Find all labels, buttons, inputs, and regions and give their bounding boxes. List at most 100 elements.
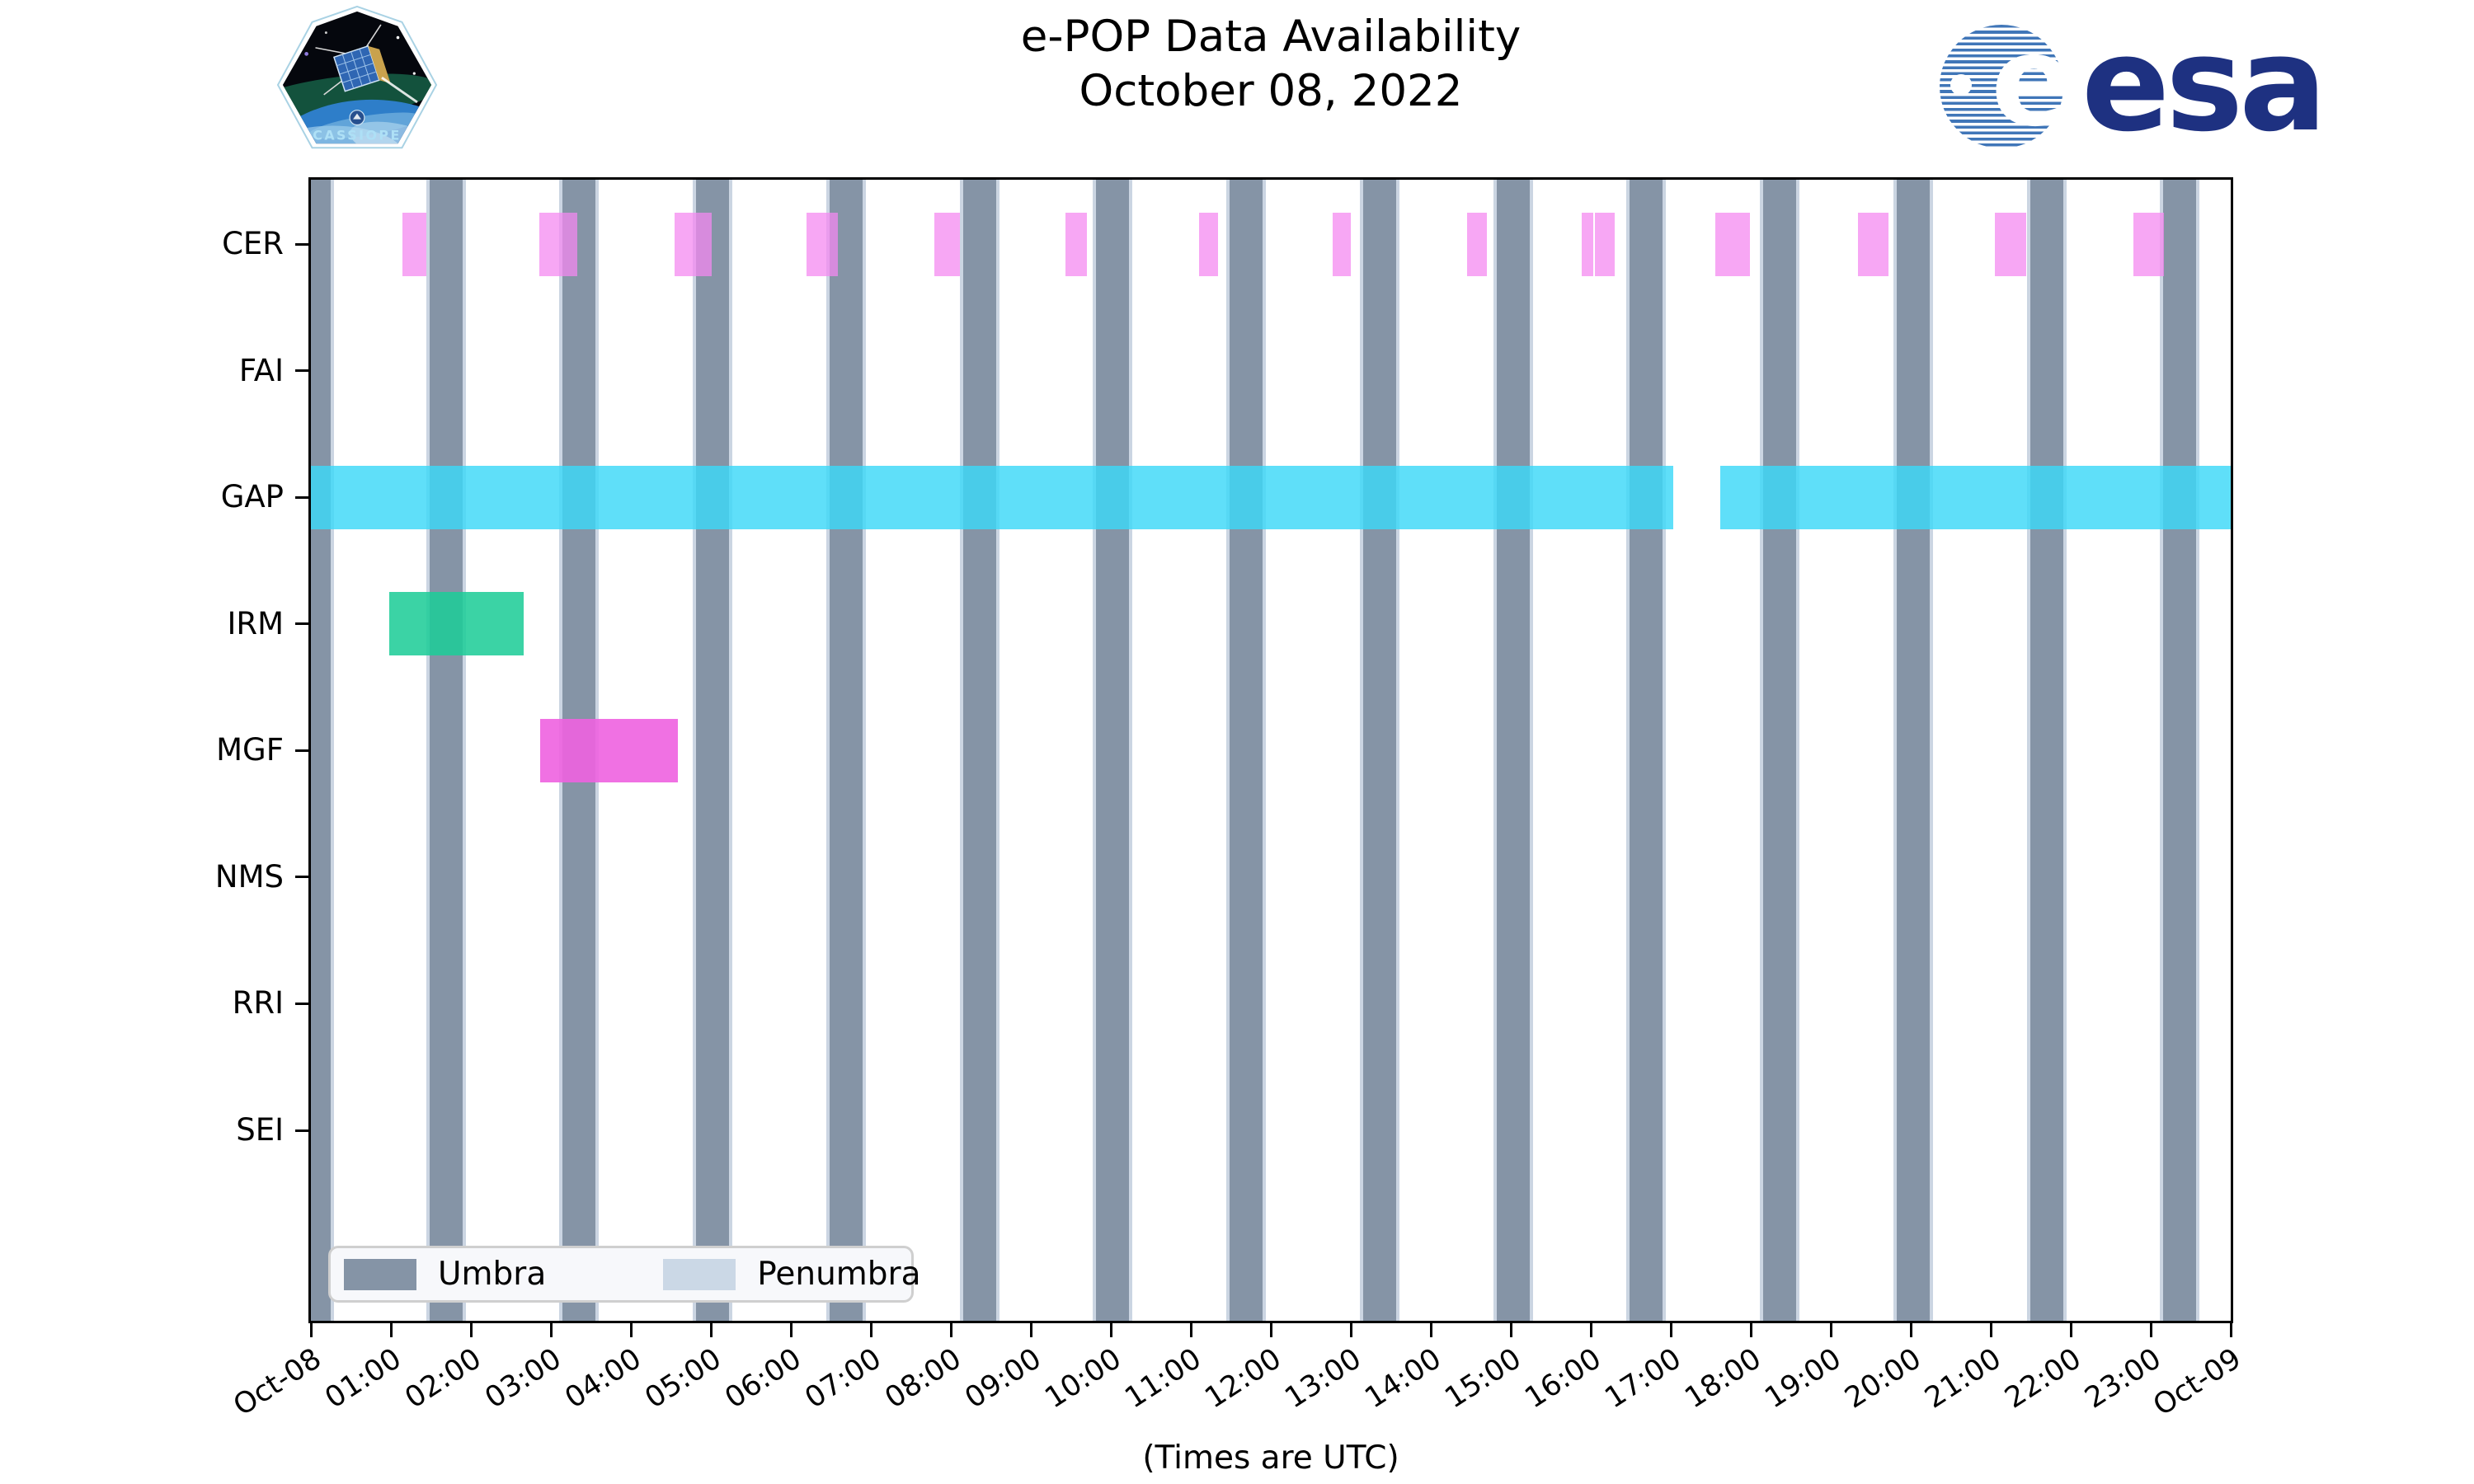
penumbra-band bbox=[2063, 180, 2067, 1321]
penumbra-band bbox=[1093, 180, 1096, 1321]
y-tick bbox=[295, 749, 311, 752]
x-tick bbox=[1669, 1321, 1672, 1337]
penumbra-band bbox=[693, 180, 696, 1321]
penumbra-band bbox=[1493, 180, 1497, 1321]
x-tick bbox=[2149, 1321, 2152, 1337]
penumbra-band bbox=[996, 180, 999, 1321]
availability-bar-cer bbox=[675, 212, 712, 276]
penumbra-band bbox=[2196, 180, 2199, 1321]
y-tick-label-nms: NMS bbox=[214, 858, 284, 895]
x-tick bbox=[1029, 1321, 1032, 1337]
penumbra-band bbox=[1360, 180, 1363, 1321]
y-tick bbox=[295, 369, 311, 373]
penumbra-band bbox=[2027, 180, 2030, 1321]
availability-bar-cer bbox=[1466, 212, 1487, 276]
x-tick bbox=[789, 1321, 793, 1337]
x-tick bbox=[309, 1321, 313, 1337]
y-tick bbox=[295, 1129, 311, 1132]
umbra-band bbox=[962, 180, 997, 1321]
penumbra-band bbox=[1129, 180, 1132, 1321]
umbra-band bbox=[2162, 180, 2197, 1321]
availability-bar-gap bbox=[1720, 465, 2231, 529]
x-tick bbox=[2069, 1321, 2072, 1337]
availability-bar-cer bbox=[1582, 212, 1593, 276]
availability-bar-cer bbox=[1994, 212, 2026, 276]
penumbra-band bbox=[1760, 180, 1763, 1321]
umbra-band bbox=[1362, 180, 1397, 1321]
umbra-band bbox=[1629, 180, 1663, 1321]
penumbra-band bbox=[426, 180, 430, 1321]
availability-bar-cer bbox=[2133, 212, 2165, 276]
umbra-band bbox=[1896, 180, 1931, 1321]
availability-bar-irm bbox=[389, 592, 524, 656]
umbra-band bbox=[1496, 180, 1531, 1321]
penumbra-band bbox=[960, 180, 963, 1321]
availability-bar-cer bbox=[539, 212, 577, 276]
umbra-band bbox=[429, 180, 463, 1321]
y-tick-label-mgf: MGF bbox=[216, 732, 284, 768]
x-tick bbox=[1429, 1321, 1432, 1337]
x-tick bbox=[1749, 1321, 1752, 1337]
umbra-band bbox=[1762, 180, 1797, 1321]
x-tick bbox=[949, 1321, 952, 1337]
y-tick bbox=[295, 242, 311, 246]
y-tick-label-sei: SEI bbox=[236, 1112, 284, 1148]
umbra-band bbox=[1095, 180, 1130, 1321]
x-tick bbox=[1589, 1321, 1592, 1337]
y-tick-label-gap: GAP bbox=[220, 479, 284, 515]
legend: Umbra Penumbra bbox=[328, 1246, 920, 1303]
x-tick bbox=[1349, 1321, 1352, 1337]
penumbra-band bbox=[1396, 180, 1399, 1321]
availability-bar-gap bbox=[311, 465, 1673, 529]
availability-bar-cer bbox=[1065, 212, 1087, 276]
x-tick bbox=[709, 1321, 713, 1337]
penumbra-band bbox=[1796, 180, 1799, 1321]
esa-globe-icon: e bbox=[1940, 8, 2076, 154]
penumbra-band bbox=[1893, 180, 1897, 1321]
esa-logo: e esa bbox=[1940, 8, 2327, 161]
x-tick bbox=[869, 1321, 872, 1337]
availability-bar-cer bbox=[402, 212, 426, 276]
penumbra-band bbox=[863, 180, 866, 1321]
x-tick bbox=[1109, 1321, 1112, 1337]
y-tick bbox=[295, 1002, 311, 1005]
y-tick bbox=[295, 495, 311, 499]
umbra-band bbox=[695, 180, 730, 1321]
patch-cassiope-label: CASSIOPE bbox=[313, 127, 402, 143]
availability-bar-cer bbox=[1857, 212, 1888, 276]
penumbra-band bbox=[463, 180, 466, 1321]
x-tick bbox=[1509, 1321, 1512, 1337]
y-tick-label-fai: FAI bbox=[238, 352, 284, 388]
esa-wordmark: esa bbox=[2081, 9, 2327, 161]
x-tick bbox=[469, 1321, 473, 1337]
availability-bar-cer bbox=[807, 212, 839, 276]
x-tick bbox=[1829, 1321, 1832, 1337]
penumbra-band bbox=[1530, 180, 1533, 1321]
availability-bar-cer bbox=[1594, 212, 1616, 276]
x-tick bbox=[1909, 1321, 1912, 1337]
penumbra-legend-label: Penumbra bbox=[757, 1256, 921, 1293]
availability-bar-cer bbox=[1198, 212, 1218, 276]
penumbra-band bbox=[1263, 180, 1266, 1321]
penumbra-band bbox=[1930, 180, 1933, 1321]
x-tick bbox=[2229, 1321, 2232, 1337]
x-tick bbox=[389, 1321, 393, 1337]
plot-area bbox=[311, 180, 2231, 1321]
penumbra-swatch bbox=[663, 1258, 736, 1290]
umbra-band bbox=[2030, 180, 2064, 1321]
umbra-legend-label: Umbra bbox=[438, 1256, 547, 1293]
availability-bar-cer bbox=[1715, 212, 1751, 276]
x-tick bbox=[629, 1321, 633, 1337]
penumbra-band bbox=[1226, 180, 1230, 1321]
penumbra-band bbox=[2160, 180, 2163, 1321]
y-tick-label-irm: IRM bbox=[227, 605, 284, 641]
umbra-band bbox=[1229, 180, 1263, 1321]
cassiope-mission-patch: CASSIOPE bbox=[276, 5, 438, 149]
y-tick-label-rri: RRI bbox=[232, 985, 284, 1021]
umbra-swatch bbox=[344, 1258, 416, 1290]
x-tick bbox=[549, 1321, 553, 1337]
x-tick bbox=[1189, 1321, 1192, 1337]
penumbra-band bbox=[826, 180, 830, 1321]
umbra-band bbox=[829, 180, 863, 1321]
chart-title-block: e-POP Data Availability October 08, 2022 bbox=[311, 10, 2231, 119]
